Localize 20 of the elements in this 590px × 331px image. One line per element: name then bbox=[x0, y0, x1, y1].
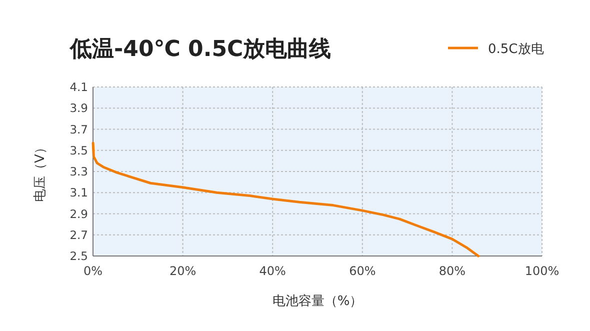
y-tick-label: 3.7 bbox=[70, 122, 88, 136]
y-tick-label: 4.1 bbox=[70, 80, 88, 94]
y-tick-label: 3.5 bbox=[70, 143, 88, 158]
x-tick-label: 60% bbox=[349, 264, 376, 278]
y-tick-label: 2.5 bbox=[70, 249, 88, 263]
x-tick-label: 80% bbox=[438, 264, 466, 278]
y-tick-label: 3.3 bbox=[70, 164, 88, 178]
y-tick-label: 3.9 bbox=[70, 101, 88, 116]
x-axis-title: 电池容量（%） bbox=[272, 293, 363, 309]
x-tick-label: 20% bbox=[169, 264, 196, 278]
chart-title: 低温-40℃ 0.5C放电曲线 bbox=[69, 37, 332, 62]
y-tick-label: 2.7 bbox=[70, 228, 88, 242]
line-series bbox=[92, 142, 480, 258]
x-tick-label: 100% bbox=[524, 264, 560, 278]
x-tick-label: 0% bbox=[83, 264, 103, 278]
legend-label: 0.5C放电 bbox=[488, 42, 544, 57]
y-tick-label: 2.9 bbox=[70, 206, 88, 221]
x-tick-label: 40% bbox=[259, 264, 286, 278]
y-axis-title: 电压（V） bbox=[33, 141, 48, 202]
y-tick-label: 3.1 bbox=[70, 186, 88, 200]
